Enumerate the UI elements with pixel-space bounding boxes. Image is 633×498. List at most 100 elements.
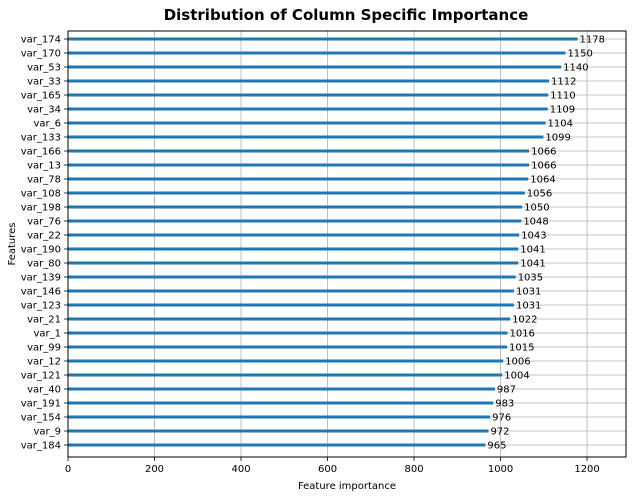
x-tick-label: 1000: [488, 464, 513, 475]
y-tick-label: var_121: [21, 371, 61, 382]
x-tick-labels: 0 200 400 600 800 1000 1200: [65, 457, 600, 475]
y-tick-label: var_99: [27, 343, 61, 354]
data-label: 1050: [524, 203, 549, 214]
y-tick-label: var_166: [21, 147, 61, 158]
y-tick-label: var_78: [27, 175, 61, 186]
bar: [68, 219, 522, 223]
bar: [68, 387, 495, 391]
bar: [68, 275, 516, 279]
data-label: 1048: [523, 217, 548, 228]
bar: [68, 163, 530, 167]
data-label: 1015: [509, 343, 534, 354]
x-tick-label: 1200: [574, 464, 599, 475]
bar: [68, 303, 514, 307]
data-label: 1066: [531, 147, 556, 158]
data-label: 987: [497, 385, 516, 396]
data-label: 983: [495, 399, 514, 410]
y-tick-label: var_133: [21, 133, 61, 144]
bar: [68, 107, 548, 111]
plot-area: [68, 31, 626, 457]
y-tick-label: var_53: [27, 63, 61, 74]
y-tick-label: var_6: [33, 119, 61, 130]
bar: [68, 79, 550, 83]
bar: [68, 373, 503, 377]
x-tick-label: 0: [65, 464, 71, 475]
bar: [68, 261, 519, 265]
y-tick-labels: var_174 var_170 var_53 var_33 var_165 var_34v…: [21, 35, 68, 452]
data-label: 965: [487, 441, 506, 452]
y-tick-label: var_123: [21, 301, 61, 312]
bar: [68, 289, 514, 293]
bar: [68, 317, 511, 321]
y-tick-label: var_22: [27, 231, 61, 242]
data-label: 1112: [551, 77, 576, 88]
data-label: 1056: [527, 189, 552, 200]
bar: [68, 177, 529, 181]
y-tick-label: var_146: [21, 287, 61, 298]
y-tick-label: var_1: [33, 329, 61, 340]
data-label: 1041: [520, 259, 545, 270]
bar: [68, 415, 491, 419]
y-tick-label: var_34: [27, 105, 61, 116]
bar: [68, 429, 489, 433]
bar: [68, 51, 566, 55]
bar: [68, 37, 578, 41]
x-tick-label: 200: [145, 464, 164, 475]
y-tick-label: var_170: [21, 49, 61, 60]
bar: [68, 345, 508, 349]
y-tick-label: var_76: [27, 217, 61, 228]
bar: [68, 331, 508, 335]
data-label: 1066: [531, 161, 556, 172]
bar: [68, 233, 520, 237]
data-label: 1109: [550, 105, 575, 116]
data-label: 1178: [580, 35, 605, 46]
bar: [68, 65, 562, 69]
x-axis-label: Feature importance: [298, 481, 396, 492]
data-labels: 1178 1150 1140 1112 1110 1109 1104 1099 1066 1066…: [487, 35, 605, 452]
bar: [68, 359, 504, 363]
x-tick-label: 800: [404, 464, 423, 475]
bar: [68, 135, 544, 139]
data-label: 1099: [545, 133, 570, 144]
bar: [68, 205, 523, 209]
data-label: 1041: [520, 245, 545, 256]
data-label: 1004: [504, 371, 529, 382]
data-label: 1035: [518, 273, 543, 284]
y-tick-label: var_80: [27, 259, 61, 270]
y-tick-label: var_191: [21, 399, 61, 410]
data-label: 1031: [516, 287, 541, 298]
x-tick-label: 600: [318, 464, 337, 475]
x-tick-label: 400: [231, 464, 250, 475]
y-tick-label: var_21: [27, 315, 61, 326]
data-label: 972: [490, 427, 509, 438]
y-tick-label: var_13: [27, 161, 61, 172]
bar: [68, 149, 530, 153]
data-label: 1043: [521, 231, 546, 242]
data-label: 1016: [509, 329, 534, 340]
data-label: 1150: [567, 49, 592, 60]
y-tick-label: var_40: [27, 385, 61, 396]
bar: [68, 401, 494, 405]
data-label: 1110: [550, 91, 575, 102]
y-tick-label: var_165: [21, 91, 61, 102]
data-label: 976: [492, 413, 511, 424]
y-tick-label: var_12: [27, 357, 61, 368]
plot-frame: [67, 30, 627, 458]
bar: [68, 93, 549, 97]
bar: [68, 443, 486, 447]
chart-title: Distribution of Column Specific Importan…: [164, 6, 529, 24]
data-label: 1140: [563, 63, 588, 74]
y-tick-label: var_198: [21, 203, 61, 214]
y-tick-label: var_184: [21, 441, 61, 452]
bar: [68, 247, 519, 251]
bars: [68, 37, 578, 447]
data-label: 1104: [548, 119, 573, 130]
y-tick-label: var_190: [21, 245, 61, 256]
data-label: 1022: [512, 315, 537, 326]
data-label: 1064: [530, 175, 555, 186]
data-label: 1031: [516, 301, 541, 312]
y-tick-label: var_108: [21, 189, 61, 200]
y-tick-label: var_174: [21, 35, 61, 46]
y-tick-label: var_154: [21, 413, 61, 424]
